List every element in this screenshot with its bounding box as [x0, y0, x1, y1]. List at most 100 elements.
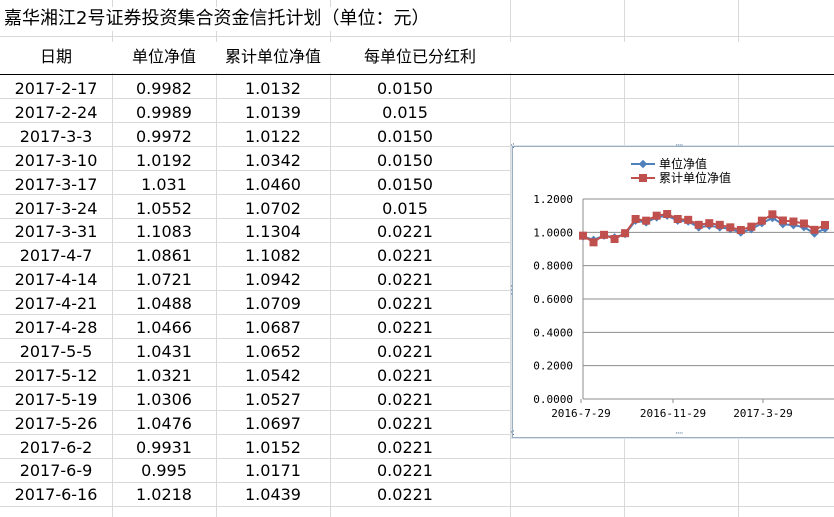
header-unit-nav[interactable]: 单位净值	[131, 47, 196, 66]
cell-unit-nav[interactable]: 0.9982	[136, 79, 192, 98]
cell-cumulative-nav[interactable]: 1.0652	[245, 341, 301, 361]
cell-date[interactable]: 2017-6-16	[14, 485, 98, 505]
cell-dividend[interactable]: 0.0150	[377, 79, 433, 98]
cell-dividend[interactable]: 0.0150	[377, 174, 433, 194]
cell-unit-nav[interactable]: 1.0218	[136, 485, 192, 505]
data-point-cumulative-nav	[589, 238, 598, 247]
cell-cumulative-nav[interactable]: 1.0152	[245, 437, 301, 457]
data-point-cumulative-nav	[715, 220, 724, 229]
cell-cumulative-nav[interactable]: 1.0139	[245, 102, 301, 122]
chart-plot-svg: 0.0000 0.2000 0.4000 0.6000 0.8000 1.0000 1.20…	[533, 193, 834, 420]
cell-cumulative-nav[interactable]: 1.0702	[245, 198, 301, 218]
data-point-cumulative-nav	[768, 210, 777, 219]
cell-unit-nav[interactable]: 0.995	[141, 461, 187, 481]
cell-unit-nav[interactable]: 1.031	[141, 174, 187, 194]
cell-date[interactable]: 2017-3-10	[14, 150, 98, 170]
cell-cumulative-nav[interactable]: 1.0460	[245, 174, 301, 194]
cell-dividend[interactable]: 0.015	[382, 102, 428, 122]
data-point-cumulative-nav	[726, 223, 735, 232]
cell-unit-nav[interactable]: 1.0431	[136, 341, 192, 361]
data-point-cumulative-nav	[642, 216, 651, 225]
cell-unit-nav[interactable]: 1.0552	[136, 198, 192, 218]
cell-dividend[interactable]: 0.0221	[377, 318, 433, 337]
resize-handle-top-left[interactable]: ·:	[510, 141, 515, 151]
cell-unit-nav[interactable]: 1.0476	[136, 413, 192, 433]
cell-date[interactable]: 2017-4-7	[19, 246, 93, 266]
cell-date[interactable]: 2017-4-14	[14, 270, 98, 290]
cell-unit-nav[interactable]: 1.0488	[136, 294, 192, 314]
cell-unit-nav[interactable]: 0.9972	[136, 126, 192, 146]
cell-dividend[interactable]: 0.0150	[377, 150, 433, 170]
cell-cumulative-nav[interactable]: 1.1082	[245, 246, 301, 266]
cell-dividend[interactable]: 0.0221	[377, 365, 433, 385]
data-point-cumulative-nav	[621, 229, 630, 238]
square-marker-icon	[639, 174, 647, 182]
cell-dividend[interactable]: 0.0221	[377, 246, 433, 266]
cell-unit-nav[interactable]: 1.0306	[136, 389, 192, 409]
cell-unit-nav[interactable]: 0.9989	[136, 102, 192, 122]
cell-cumulative-nav[interactable]: 1.0687	[245, 318, 301, 337]
data-point-cumulative-nav	[810, 225, 819, 234]
cell-dividend[interactable]: 0.0221	[377, 389, 433, 409]
cell-cumulative-nav[interactable]: 1.0542	[245, 365, 301, 385]
cell-date[interactable]: 2017-3-24	[14, 198, 98, 218]
header-date[interactable]: 日期	[39, 47, 72, 66]
resize-handle-left[interactable]: · · ·	[510, 282, 513, 300]
data-point-cumulative-nav	[663, 210, 672, 218]
cell-date[interactable]: 2017-2-17	[14, 79, 98, 98]
cell-dividend[interactable]: 0.0221	[377, 341, 433, 361]
cell-date[interactable]: 2017-3-3	[19, 126, 93, 146]
cell-dividend[interactable]: 0.0221	[377, 270, 433, 290]
cell-dividend[interactable]: 0.0221	[377, 437, 433, 457]
cell-cumulative-nav[interactable]: 1.0697	[245, 413, 301, 433]
cell-cumulative-nav[interactable]: 1.0342	[245, 150, 301, 170]
cell-cumulative-nav[interactable]: 1.0132	[245, 79, 301, 98]
cell-cumulative-nav[interactable]: 1.0171	[245, 461, 301, 481]
cell-date[interactable]: 2017-5-5	[19, 341, 93, 361]
cell-cumulative-nav[interactable]: 1.0942	[245, 270, 301, 290]
cell-date[interactable]: 2017-3-17	[14, 174, 98, 194]
cell-cumulative-nav[interactable]: 1.0527	[245, 389, 301, 409]
cell-date[interactable]: 2017-6-9	[19, 461, 93, 481]
cell-date[interactable]: 2017-5-26	[14, 413, 98, 433]
resize-handle-bottom[interactable]: ····	[675, 429, 684, 439]
cell-cumulative-nav[interactable]: 1.0122	[245, 126, 301, 146]
cell-unit-nav[interactable]: 0.9931	[136, 437, 192, 457]
cell-unit-nav[interactable]: 1.0192	[136, 150, 192, 170]
data-point-cumulative-nav	[757, 216, 766, 225]
cell-date[interactable]: 2017-5-12	[14, 365, 98, 385]
cell-date[interactable]: 2017-4-21	[14, 294, 98, 314]
cell-dividend[interactable]: 0.0150	[377, 126, 433, 146]
resize-handle-bottom-left[interactable]: ·:	[510, 428, 515, 438]
header-dividend[interactable]: 每单位已分红利	[363, 47, 476, 66]
cell-dividend[interactable]: 0.0221	[377, 485, 433, 505]
gridline-h	[0, 146, 834, 147]
header-cumulative-nav[interactable]: 累计单位净值	[224, 47, 321, 66]
data-point-cumulative-nav	[778, 216, 787, 225]
x-tick-label: 2016-7-29	[551, 407, 611, 420]
cell-date[interactable]: 2017-3-31	[14, 222, 98, 242]
cell-cumulative-nav[interactable]: 1.1304	[245, 222, 301, 242]
cell-unit-nav[interactable]: 1.0721	[136, 270, 192, 290]
resize-handle-top[interactable]: ····	[675, 141, 684, 151]
gridline-h	[0, 290, 834, 291]
gridline-h	[0, 386, 834, 387]
cell-unit-nav[interactable]: 1.0861	[136, 246, 192, 266]
nav-line-chart[interactable]: ···· · · · ···· ·: ·: 0.0000 0.2000 0.4000 0.…	[510, 141, 834, 439]
cell-dividend[interactable]: 0.0221	[377, 222, 433, 242]
cell-unit-nav[interactable]: 1.0466	[136, 318, 192, 337]
cell-dividend[interactable]: 0.0221	[377, 294, 433, 314]
cell-unit-nav[interactable]: 1.0321	[136, 365, 192, 385]
cell-date[interactable]: 2017-4-28	[14, 318, 98, 337]
cell-date[interactable]: 2017-2-24	[14, 102, 98, 122]
cell-date[interactable]: 2017-6-2	[19, 437, 93, 457]
gridline-h	[0, 338, 834, 339]
cell-cumulative-nav[interactable]: 1.0709	[245, 294, 301, 314]
cell-dividend[interactable]: 0.0221	[377, 413, 433, 433]
y-tick-label: 1.2000	[533, 193, 573, 206]
cell-date[interactable]: 2017-5-19	[14, 389, 98, 409]
cell-cumulative-nav[interactable]: 1.0439	[245, 485, 301, 505]
cell-dividend[interactable]: 0.015	[382, 198, 428, 218]
cell-dividend[interactable]: 0.0221	[377, 461, 433, 481]
cell-unit-nav[interactable]: 1.1083	[136, 222, 192, 242]
